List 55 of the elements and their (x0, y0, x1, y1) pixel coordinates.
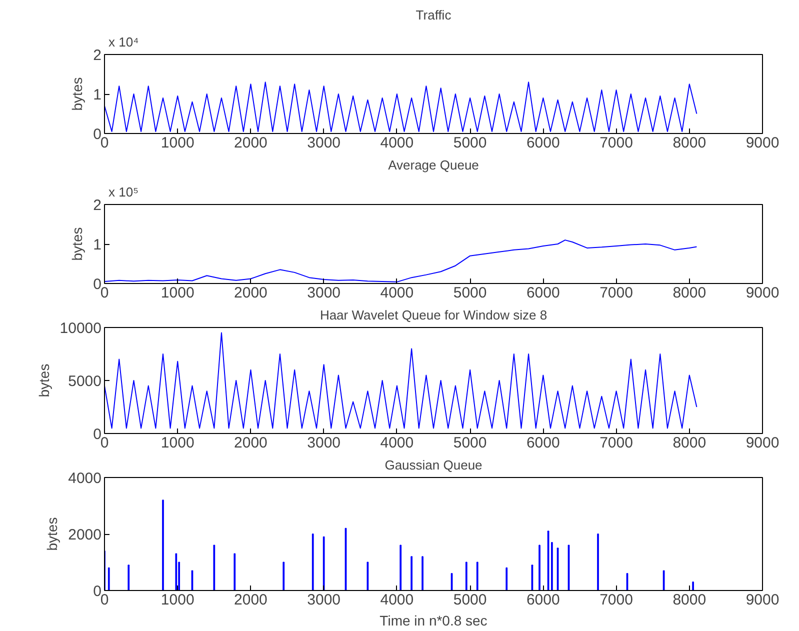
x-tick-label: 2000 (234, 284, 268, 302)
x-tick-label: 9000 (746, 134, 780, 152)
x-tick-label: 8000 (672, 284, 706, 302)
y-tick-label: 2 (93, 47, 102, 64)
chart-title: Average Queue (388, 158, 479, 172)
x-tick-label: 5000 (453, 284, 487, 302)
x-tick-label: 1000 (160, 284, 194, 302)
chart-title: Haar Wavelet Queue for Window size 8 (320, 308, 548, 322)
y-axis-title: bytes (69, 227, 86, 261)
y-tick-label: 1 (93, 236, 102, 254)
x-tick-label: 8000 (672, 434, 706, 452)
x-tick-label: 3000 (307, 592, 341, 608)
x-tick-label: 8000 (672, 592, 706, 608)
x-tick-label: 7000 (600, 284, 633, 302)
x-tick-label: 4000 (380, 134, 414, 152)
x-tick-label: 6000 (526, 134, 560, 152)
y-axis-title: bytes (36, 364, 52, 398)
x-tick-label: 9000 (746, 592, 780, 608)
x-tick-label: 7000 (600, 134, 633, 152)
x-tick-label: 3000 (307, 284, 341, 302)
text: x 10⁵ (108, 184, 138, 200)
text: x 10⁴ (108, 34, 139, 50)
x-tick-label: 8000 (672, 134, 706, 152)
x-tick-label: 4000 (380, 284, 414, 302)
y-tick-label: 2 (93, 197, 102, 214)
y-tick-label: 5000 (68, 373, 102, 390)
chart-title: Gaussian Queue (384, 458, 482, 472)
x-tick-label: 6000 (526, 284, 560, 302)
x-tick-label: 2000 (234, 592, 268, 608)
y-axis-title: bytes (44, 517, 60, 551)
y-tick-label: 1 (93, 86, 102, 104)
x-tick-label: 2000 (234, 434, 268, 452)
x-tick-label: 1000 (160, 434, 194, 452)
x-tick-label: 2000 (234, 134, 268, 152)
x-tick-label: 3000 (307, 134, 341, 152)
y-tick-label: 10000 (60, 320, 102, 337)
x-tick-label: 1000 (160, 592, 194, 608)
x-tick-label: 7000 (600, 434, 633, 452)
x-axis-title: Time in n*0.8 sec (380, 612, 488, 628)
x-tick-label: 7000 (600, 592, 633, 608)
x-tick-label: 5000 (453, 592, 487, 608)
x-tick-label: 5000 (453, 434, 487, 452)
chart-title: Traffic (416, 8, 452, 22)
x-tick-label: 6000 (526, 434, 560, 452)
x-tick-label: 3000 (307, 434, 341, 452)
x-tick-label: 6000 (526, 592, 560, 608)
x-tick-label: 5000 (453, 134, 487, 152)
y-tick-label: 2000 (68, 526, 102, 544)
x-tick-label: 4000 (380, 592, 414, 608)
x-tick-label: 4000 (380, 434, 414, 452)
x-tick-label: 9000 (746, 434, 780, 452)
x-tick-label: 1000 (160, 134, 194, 152)
y-tick-label: 4000 (68, 470, 102, 487)
x-tick-label: 9000 (746, 284, 780, 302)
y-axis-title: bytes (69, 77, 86, 111)
